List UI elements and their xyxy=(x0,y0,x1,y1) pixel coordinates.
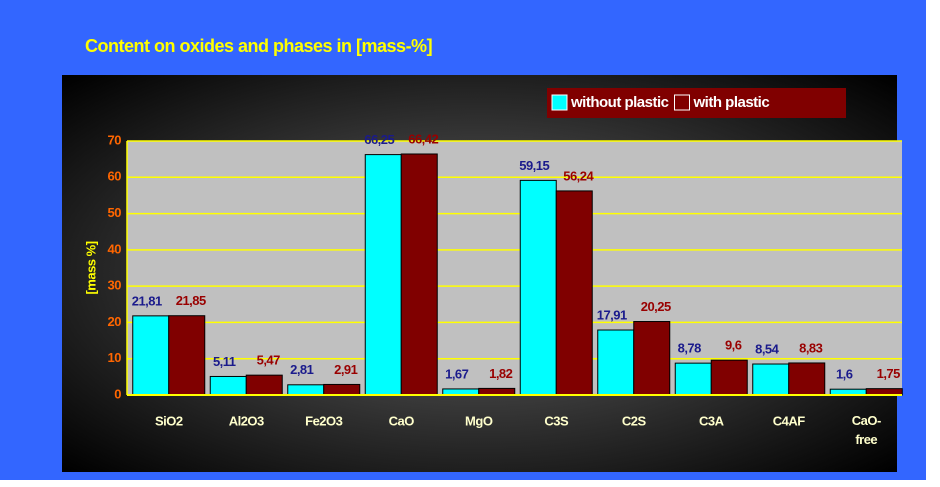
bar xyxy=(752,363,790,396)
data-label: 1,67 xyxy=(445,366,469,381)
y-tick-label: 70 xyxy=(108,132,122,147)
bar xyxy=(245,374,283,396)
bar xyxy=(710,359,748,396)
y-tick-label: 0 xyxy=(114,386,121,401)
x-tick-label: MgO xyxy=(465,413,493,428)
bar xyxy=(400,153,438,396)
bar xyxy=(633,321,671,396)
x-tick-label: CaO-free xyxy=(852,413,881,447)
bar xyxy=(209,375,247,396)
y-axis-label: [mass %] xyxy=(83,241,98,294)
x-tick-label: CaO xyxy=(389,413,415,428)
y-tick-label: 20 xyxy=(108,314,122,329)
x-tick-label: Al2O3 xyxy=(229,413,264,428)
bar xyxy=(364,154,402,396)
data-label: 1,6 xyxy=(836,367,853,382)
data-label: 17,91 xyxy=(597,307,627,322)
x-tick-label: C3A xyxy=(699,413,725,428)
data-label: 2,91 xyxy=(334,362,358,377)
bar xyxy=(287,384,325,396)
legend-label: with plastic xyxy=(693,94,770,111)
y-tick-label: 60 xyxy=(108,169,122,184)
bar xyxy=(168,315,206,396)
bar xyxy=(597,329,635,396)
x-tick-label: C3S xyxy=(544,413,569,428)
data-label: 8,83 xyxy=(799,340,823,355)
data-label: 5,11 xyxy=(213,354,236,369)
data-label: 56,24 xyxy=(563,168,594,183)
y-tick-label: 50 xyxy=(108,205,122,220)
bar xyxy=(519,179,557,396)
y-tick-label: 30 xyxy=(108,278,122,293)
legend-box xyxy=(547,88,846,118)
data-label: 20,25 xyxy=(641,299,671,314)
data-label: 8,78 xyxy=(678,341,702,356)
data-label: 2,81 xyxy=(290,362,314,377)
y-tick-label: 40 xyxy=(108,241,122,256)
bar xyxy=(132,315,170,396)
chart-title: Content on oxides and phases in [mass-%] xyxy=(85,36,432,56)
legend-swatch xyxy=(674,94,690,111)
x-tick-label: C4AF xyxy=(773,413,806,428)
y-tick-label: 10 xyxy=(108,350,122,365)
data-label: 21,85 xyxy=(176,293,206,308)
data-label: 9,6 xyxy=(725,338,742,353)
bar xyxy=(788,362,826,396)
data-label: 66,42 xyxy=(408,131,438,146)
legend: without plastic with plastic xyxy=(547,88,846,118)
x-tick-label: SiO2 xyxy=(155,413,183,428)
bar xyxy=(555,190,593,396)
legend-label: without plastic xyxy=(570,94,669,111)
plot-area xyxy=(127,141,902,395)
data-label: 1,75 xyxy=(877,366,901,381)
x-tick-label: C2S xyxy=(622,413,647,428)
legend-swatch xyxy=(551,94,568,111)
bar xyxy=(323,383,361,396)
data-label: 8,54 xyxy=(755,341,780,356)
data-label: 66,25 xyxy=(364,132,394,147)
bar xyxy=(674,362,712,396)
data-label: 59,15 xyxy=(519,158,549,173)
data-label: 21,81 xyxy=(132,293,162,308)
data-label: 1,82 xyxy=(489,366,513,381)
data-label: 5,47 xyxy=(257,353,281,368)
x-tick-label: Fe2O3 xyxy=(305,413,343,428)
